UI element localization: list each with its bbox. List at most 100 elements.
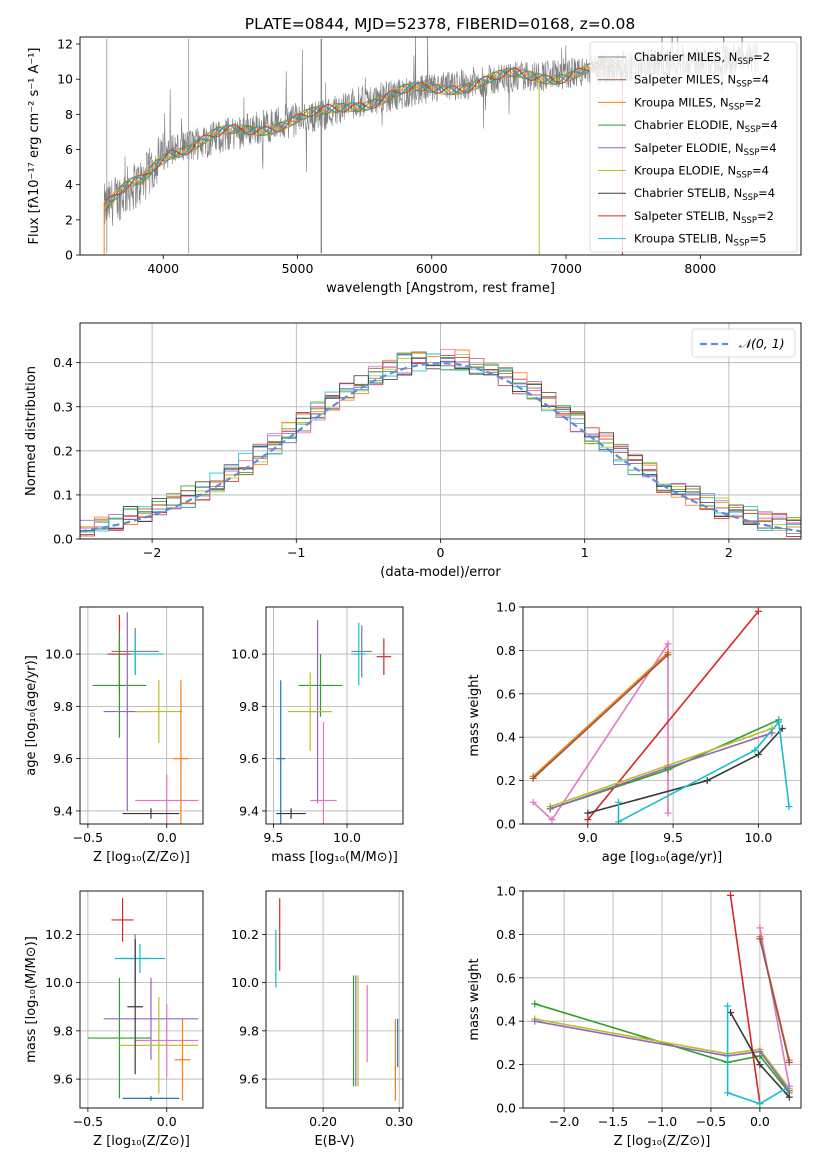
weight-marker [785, 803, 793, 811]
axes-frame [522, 606, 802, 825]
y-tick-label: 9.4 [53, 803, 73, 818]
x-tick-label: 2 [725, 545, 733, 560]
model-spectrum [103, 58, 623, 206]
panel-weight-z: −2.0 −1.5 −1.0 −0.5 0.0 0.0 0.2 0.4 0.6 0.8 1.0 Z [… [467, 884, 802, 1149]
y-tick-label: 12 [57, 37, 73, 52]
x-tick-label: −1.0 [647, 1114, 677, 1129]
weight-marker [756, 1061, 764, 1069]
y-tick-label: 0 [65, 248, 73, 263]
y-tick-label: 9.8 [239, 1023, 259, 1038]
weight-marker [756, 1100, 764, 1108]
y-tick-label: 4 [65, 177, 73, 192]
panel-mass-z: −0.5 0.0 9.6 9.8 10.0 10.2 Z [log₁₀(Z/Z⊙)] mass… [24, 890, 204, 1149]
y-tick-label: 9.6 [239, 1072, 259, 1087]
y-tick-label: 2 [65, 212, 73, 227]
weight-marker [529, 798, 537, 806]
x-axis-label: age [log₁₀(age/yr)] [602, 850, 723, 865]
plot-area-age-z [80, 607, 203, 824]
plots: 4000 5000 6000 7000 8000024681012wavelength … [24, 36, 802, 1149]
y-tick-label: 0.3 [53, 399, 73, 414]
weight-marker [529, 774, 537, 782]
y-tick-label: 0.1 [53, 487, 73, 502]
y-tick-label: 8 [65, 107, 73, 122]
y-tick-label: 0.0 [496, 1101, 516, 1116]
weight-marker [756, 1048, 764, 1056]
x-tick-label: 0.0 [157, 1114, 177, 1129]
normal-curve [80, 361, 801, 533]
x-tick-label: −0.5 [696, 1114, 726, 1129]
axes-frame [79, 36, 802, 256]
y-tick-label: 0.0 [496, 817, 516, 832]
weight-marker [584, 809, 592, 817]
weight-marker [664, 764, 672, 772]
x-axis-label: E(B-V) [314, 1134, 354, 1149]
y-tick-label: 9.8 [239, 699, 259, 714]
y-axis-label: mass [log₁₀(M/M⊙)] [24, 936, 39, 1063]
model-spectrum [103, 58, 623, 210]
weight-line [759, 938, 791, 1063]
x-tick-label: 8000 [684, 261, 716, 276]
x-tick-label: −0.5 [73, 830, 103, 845]
weight-marker [785, 1093, 793, 1101]
x-axis-label: Z [log₁₀(Z/Z⊙)] [93, 850, 190, 865]
weight-marker [785, 1082, 793, 1090]
weight-line [726, 1006, 790, 1105]
plot-area-weight-age [523, 607, 801, 824]
y-axis-label: Normed distribution [24, 366, 39, 496]
weight-line [550, 719, 780, 810]
y-tick-label: 10.0 [45, 975, 73, 990]
y-tick-label: 10 [57, 72, 73, 87]
x-tick-label: −0.5 [73, 1114, 103, 1129]
legend-label: Chabrier ELODIE, NSSP=4 [634, 118, 778, 135]
model-spectrum [103, 58, 623, 204]
legend: Chabrier MILES, NSSP=2 Salpeter MILES, NS… [589, 41, 798, 253]
y-tick-label: 0.6 [496, 970, 516, 985]
y-tick-label: 9.6 [239, 751, 259, 766]
x-tick-label: 0 [437, 545, 445, 560]
weight-line [532, 654, 669, 779]
y-tick-label: 0.6 [496, 686, 516, 701]
y-axis-label: mass weight [467, 674, 482, 756]
weight-marker [724, 1002, 732, 1010]
weight-marker [775, 718, 783, 726]
weight-marker [531, 1017, 539, 1025]
panel-age-mass: 9.5 10.0 9.4 9.6 9.8 10.0 mass [log₁₀(M/M⊙)] [231, 606, 404, 865]
weight-line [587, 727, 783, 814]
y-tick-label: 10.0 [231, 975, 259, 990]
weight-marker [531, 1000, 539, 1008]
weight-line [534, 1020, 790, 1092]
y-tick-label: 9.8 [53, 1023, 73, 1038]
panel-weight-age: 9.0 9.5 10.0 0.0 0.2 0.4 0.6 0.8 1.0 age [log₁₀(a… [467, 600, 802, 865]
axes-frame [79, 322, 802, 540]
plot-area-mass-ebv [266, 891, 403, 1108]
weight-line [759, 927, 791, 1087]
weight-marker [584, 816, 592, 824]
legend-label: Kroupa STELIB, NSSP=5 [634, 232, 766, 249]
weight-marker [756, 935, 764, 943]
x-tick-label: 9.5 [263, 830, 283, 845]
y-tick-label: 10.0 [231, 647, 259, 662]
y-tick-label: 9.6 [53, 751, 73, 766]
x-tick-label: 0.30 [385, 1114, 413, 1129]
y-tick-label: 0.2 [496, 1057, 516, 1072]
x-axis-label: wavelength [Angstrom, rest frame] [326, 281, 555, 296]
weight-marker [546, 805, 554, 813]
weight-marker [754, 607, 762, 615]
y-tick-label: 0.8 [496, 927, 516, 942]
axes-frame [265, 890, 404, 1109]
weight-marker [724, 1089, 732, 1097]
x-tick-label: −2.0 [549, 1114, 579, 1129]
legend: 𝒩(0, 1) [691, 328, 796, 358]
y-tick-label: 10.2 [45, 927, 73, 942]
y-tick-label: 1.0 [496, 600, 516, 615]
panel-residuals: −2 −1 0 1 2 0.0 0.1 0.2 0.3 0.4 (data-model)/error… [24, 322, 802, 580]
x-axis-label: Z [log₁₀(Z/Z⊙)] [614, 1134, 711, 1149]
plot-area-age-mass [266, 607, 403, 824]
weight-marker [615, 798, 623, 806]
legend-box [589, 41, 798, 253]
y-axis-label: mass weight [467, 958, 482, 1040]
y-axis-label: Flux [fλ10⁻¹⁷ erg cm⁻² s⁻¹ A⁻¹] [27, 48, 42, 245]
legend-label: Salpeter ELODIE, NSSP=4 [634, 141, 777, 158]
weight-marker [664, 640, 672, 648]
legend-label: Salpeter STELIB, NSSP=2 [634, 209, 774, 226]
